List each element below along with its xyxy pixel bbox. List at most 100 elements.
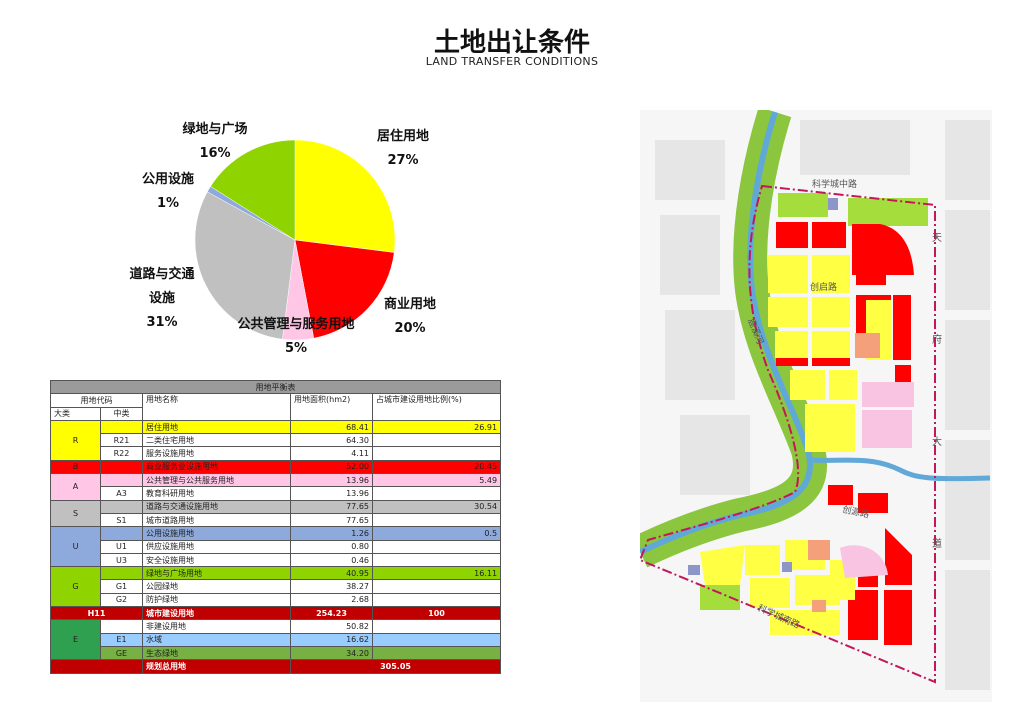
table-cell: S1 [100, 512, 143, 528]
table-cell: E [50, 619, 101, 661]
table-cell: 0.46 [290, 552, 373, 568]
pie-category: 居住用地 [376, 129, 429, 144]
table-cell: 13.96 [290, 473, 373, 488]
table-cell: R21 [100, 433, 143, 448]
table-cell: 生态绿地 [142, 645, 291, 661]
pie-category: 商业用地 [383, 297, 436, 312]
table-cell: B [50, 459, 101, 475]
table-row: E 非建设用地 50.82 [50, 619, 502, 661]
table-cell [371, 446, 502, 461]
table-row: R21 二类住宅用地 64.30 [51, 433, 502, 448]
table-cell [100, 566, 143, 581]
page-title: 土地出让条件 [433, 28, 590, 58]
pie-label: 商业用地 20% [372, 293, 448, 341]
table-cell: 30.54 [371, 499, 502, 514]
table-row: U3 安全设施用地 0.46 [51, 552, 502, 568]
table-row: U1 供应设施用地 0.80 [51, 539, 502, 554]
table-cell: 16.11 [371, 566, 502, 581]
table-cell: S [50, 499, 101, 528]
table-cell [371, 632, 502, 647]
table-cell: G [50, 566, 101, 608]
table-cell: H11 [50, 606, 143, 621]
table-cell: 50.82 [290, 619, 373, 634]
table-cell: 20.45 [371, 459, 502, 475]
table-cell: 4.11 [290, 446, 373, 461]
pie-percent: 20% [394, 321, 426, 336]
table-cell [371, 433, 502, 448]
table-cell: U3 [100, 552, 143, 568]
land-balance-table: 用地平衡表 用地代码 用地名称 用地面积(hm2) 占城市建设用地比例(%) 大类 中类 R 居… [49, 379, 502, 674]
table-cell: 2.68 [290, 592, 373, 608]
table-cell: 52.00 [290, 459, 373, 475]
table-cell [371, 486, 502, 501]
table-cell: 供应设施用地 [142, 539, 291, 554]
table-cell: 用地面积(hm2) [290, 393, 373, 421]
pie-label: 公用设施 1% [130, 168, 206, 216]
table-row: S 道路与交通设施用地 77.65 30.54 [50, 499, 502, 528]
table-cell: 0.5 [371, 526, 502, 541]
pie-percent: 16% [199, 146, 231, 161]
table-cell [371, 552, 502, 568]
pie-percent: 27% [387, 153, 419, 168]
table-cell: A [50, 473, 101, 501]
table-cell [100, 499, 143, 514]
table-cell [371, 592, 502, 608]
page-subtitle: LAND TRANSFER CONDITIONS [425, 55, 599, 68]
table-cell [371, 645, 502, 661]
pie-category: 道路与交通设施 [129, 267, 195, 306]
table-cell: 用地名称 [142, 393, 291, 421]
table-cell: 26.91 [371, 419, 502, 435]
table-cell [371, 512, 502, 528]
table-cell: G1 [100, 579, 143, 594]
table-cell: 用地代码 [50, 393, 143, 408]
table-cell: 5.49 [371, 473, 502, 488]
pie-label: 绿地与广场 16% [177, 118, 253, 166]
map-drawing: 科学城中路 创启路 鹿溪河 创源路 科学城南路 天府大道 [640, 110, 992, 702]
table-row: 用地代码 用地名称 用地面积(hm2) 占城市建设用地比例(%) [50, 393, 502, 421]
table-row: U 公用设施用地 1.26 0.5 [50, 526, 502, 568]
pie-percent: 31% [146, 315, 178, 330]
table-cell [371, 579, 502, 594]
table-row: E1 水域 16.62 [51, 632, 502, 647]
table-cell: 0.80 [290, 539, 373, 554]
table-cell: 68.41 [290, 419, 373, 435]
table-cell: 城市道路用地 [142, 512, 291, 528]
table-cell: 77.65 [290, 499, 373, 514]
table-cell: 二类住宅用地 [142, 433, 291, 448]
table-cell: 规划总用地 [142, 659, 291, 674]
table-cell: 公共管理与公共服务用地 [142, 473, 291, 488]
table-cell: 100 [371, 606, 502, 621]
table-cell: 占城市建设用地比例(%) [371, 393, 502, 421]
map-label: 天府大道 [930, 232, 942, 640]
table-cell: 1.26 [290, 526, 373, 541]
table-row: A 公共管理与公共服务用地 13.96 5.49 [50, 473, 502, 501]
table-cell: 38.27 [290, 579, 373, 594]
table-row: G2 防护绿地 2.68 [51, 592, 502, 608]
table-cell: GE [100, 645, 143, 661]
table-cell: 安全设施用地 [142, 552, 291, 568]
table-cell [371, 539, 502, 554]
table-cell: 254.23 [290, 606, 373, 621]
table-cell: 道路与交通设施用地 [142, 499, 291, 514]
table-cell: 水域 [142, 632, 291, 647]
table-cell: 教育科研用地 [142, 486, 291, 501]
table-cell [100, 526, 143, 541]
pie-category: 公用设施 [141, 172, 194, 187]
table-cell: 非建设用地 [142, 619, 291, 634]
table-cell: 305.05 [289, 659, 502, 674]
table-row: S1 城市道路用地 77.65 [51, 512, 502, 528]
pie-percent: 1% [156, 196, 180, 211]
table-cell [100, 619, 143, 634]
pie-label: 公共管理与服务用地 5% [221, 313, 371, 361]
table-cell: 34.20 [290, 645, 373, 661]
table-cell [100, 459, 143, 475]
table-cell [100, 473, 143, 488]
table-row: G 绿地与广场用地 40.95 16.11 [50, 566, 502, 608]
table-cell: R22 [100, 446, 143, 461]
table-row: R 居住用地 68.41 26.91 [50, 419, 502, 461]
table-cell: 服务设施用地 [142, 446, 291, 461]
table-cell: 公园绿地 [142, 579, 291, 594]
table-cell: 居住用地 [142, 419, 291, 435]
table-row: 规划总用地 305.05 [50, 659, 502, 674]
